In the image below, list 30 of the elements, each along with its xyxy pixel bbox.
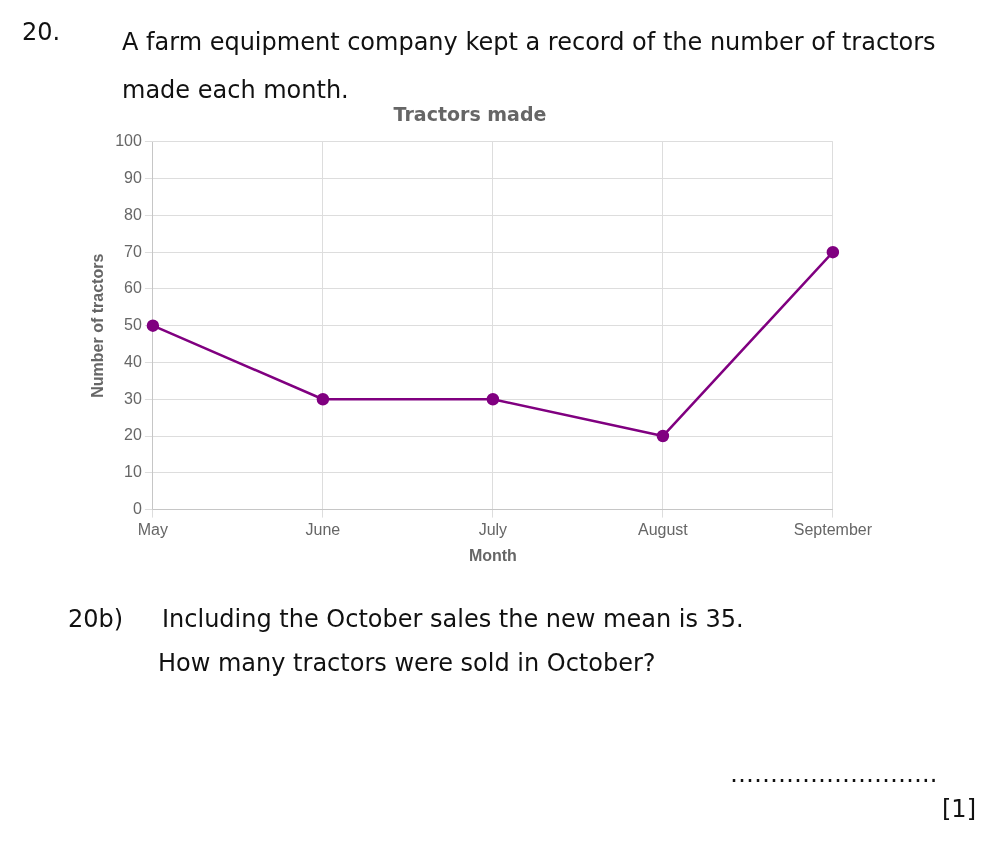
y-tick-label: 20 [124, 426, 142, 444]
text: …………………….. [730, 760, 938, 788]
x-tick-label: May [137, 520, 169, 538]
y-tick-label: 30 [124, 389, 142, 407]
text: How many tractors were sold in October? [158, 649, 657, 677]
x-axis-title: Month [468, 546, 517, 564]
text: A farm equipment company kept a record of the number of tractors made each month. [122, 28, 936, 104]
y-tick-label: 40 [124, 352, 142, 370]
y-tick-label: 70 [124, 242, 142, 260]
chart-title: Tractors made [393, 103, 547, 126]
text: [1] [942, 795, 976, 823]
y-tick-label: 60 [124, 279, 142, 297]
text: 20. [22, 18, 61, 46]
point [826, 245, 840, 259]
text: Including the October sales the new mean is 35. [162, 605, 745, 633]
y-tick-label: 10 [124, 463, 142, 481]
x-tick-label: June [305, 520, 341, 538]
x-tick-label: July [478, 520, 508, 538]
y-tick-label: 100 [115, 132, 142, 150]
x-tick-label: August [637, 520, 689, 538]
x-tick-label: September [793, 520, 873, 538]
y-tick-label: 50 [124, 316, 142, 334]
point [486, 393, 500, 406]
y-tick-label: 80 [124, 205, 142, 223]
point [316, 393, 330, 406]
y-axis-title: Number of tractors [89, 253, 107, 398]
point [656, 429, 670, 443]
y-tick-label: 90 [124, 168, 142, 186]
text: 20b) [68, 605, 124, 633]
y-tick-label: 0 [132, 500, 142, 518]
